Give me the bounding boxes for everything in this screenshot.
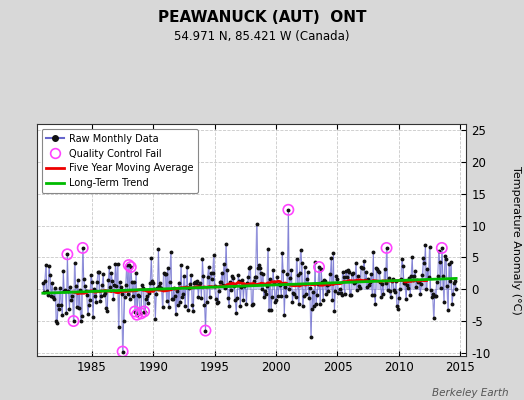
- Point: [118, 348, 127, 355]
- Point: [201, 327, 210, 334]
- Point: [137, 310, 145, 317]
- Point: [140, 308, 148, 315]
- Point: [69, 318, 78, 324]
- Point: [438, 245, 446, 251]
- Point: [130, 308, 139, 315]
- Point: [79, 245, 87, 251]
- Text: Berkeley Earth: Berkeley Earth: [432, 388, 508, 398]
- Point: [63, 251, 72, 258]
- Legend: Raw Monthly Data, Quality Control Fail, Five Year Moving Average, Long-Term Tren: Raw Monthly Data, Quality Control Fail, …: [41, 129, 198, 193]
- Point: [125, 262, 133, 268]
- Point: [383, 245, 391, 251]
- Point: [127, 264, 135, 270]
- Text: PEAWANUCK (AUT)  ONT: PEAWANUCK (AUT) ONT: [158, 10, 366, 25]
- Point: [284, 207, 292, 213]
- Text: Temperature Anomaly (°C): Temperature Anomaly (°C): [511, 166, 521, 314]
- Point: [133, 312, 141, 318]
- Point: [315, 264, 323, 270]
- Text: 54.971 N, 85.421 W (Canada): 54.971 N, 85.421 W (Canada): [174, 30, 350, 43]
